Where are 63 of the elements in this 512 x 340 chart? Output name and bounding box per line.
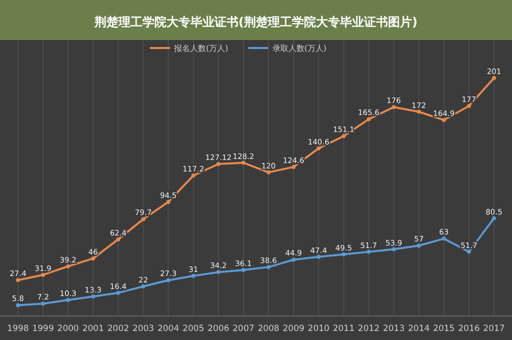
x-tick-label: 1999 (32, 324, 54, 334)
point (166, 278, 170, 282)
point (466, 104, 471, 108)
point (292, 164, 296, 169)
x-tick-label: 2015 (433, 324, 455, 334)
point (16, 278, 20, 282)
point (342, 134, 346, 138)
point (216, 270, 220, 274)
point (166, 200, 170, 204)
point (416, 110, 421, 114)
x-tick-label: 2008 (258, 324, 280, 334)
point (442, 118, 446, 122)
x-tick-label: 2017 (483, 324, 505, 334)
point (241, 160, 246, 165)
point (392, 247, 396, 252)
x-tick-label: 2009 (282, 324, 304, 334)
point (66, 298, 70, 302)
point (116, 290, 120, 295)
point (492, 216, 496, 220)
point (41, 302, 46, 306)
x-tick-label: 2000 (57, 324, 79, 334)
x-tick-label: 2012 (358, 324, 380, 334)
point (416, 244, 421, 248)
point (141, 217, 146, 222)
point (91, 294, 96, 299)
legend-label: 报名人数(万人) (173, 44, 228, 53)
legend-label: 录取人数(万人) (272, 44, 326, 53)
x-tick-label: 2016 (458, 324, 480, 334)
point (466, 250, 471, 254)
point (492, 76, 496, 80)
x-tick-label: 2005 (182, 324, 204, 334)
point (266, 265, 271, 270)
x-tick-label: 2006 (208, 324, 230, 334)
point (342, 252, 346, 256)
x-tick-label: 2004 (157, 324, 180, 334)
x-tick-label: 2011 (332, 324, 355, 334)
point (392, 105, 396, 110)
point (366, 117, 371, 122)
point (241, 268, 246, 272)
chart-title: 荆楚理工学院大专毕业证书(荆楚理工学院大专毕业证书图片) (94, 15, 418, 29)
x-tick-label: 1998 (7, 324, 29, 334)
point (366, 250, 371, 254)
point (91, 256, 96, 260)
point (66, 264, 70, 268)
x-tick-label: 2002 (107, 324, 130, 334)
point (16, 303, 20, 308)
x-tick-label: 2001 (82, 324, 104, 334)
x-tick-label: 2003 (132, 324, 154, 334)
point (266, 170, 271, 174)
point (116, 237, 120, 242)
point (216, 162, 220, 166)
point (191, 174, 196, 178)
point (316, 254, 321, 259)
x-tick-label: 2010 (308, 324, 330, 334)
point (316, 146, 321, 150)
point (41, 272, 46, 277)
point (442, 236, 446, 241)
x-tick-label: 2013 (382, 324, 405, 334)
point (292, 258, 296, 262)
x-tick-label: 2014 (408, 324, 430, 334)
point (141, 284, 146, 288)
point (191, 274, 196, 278)
x-tick-label: 2007 (232, 324, 254, 334)
